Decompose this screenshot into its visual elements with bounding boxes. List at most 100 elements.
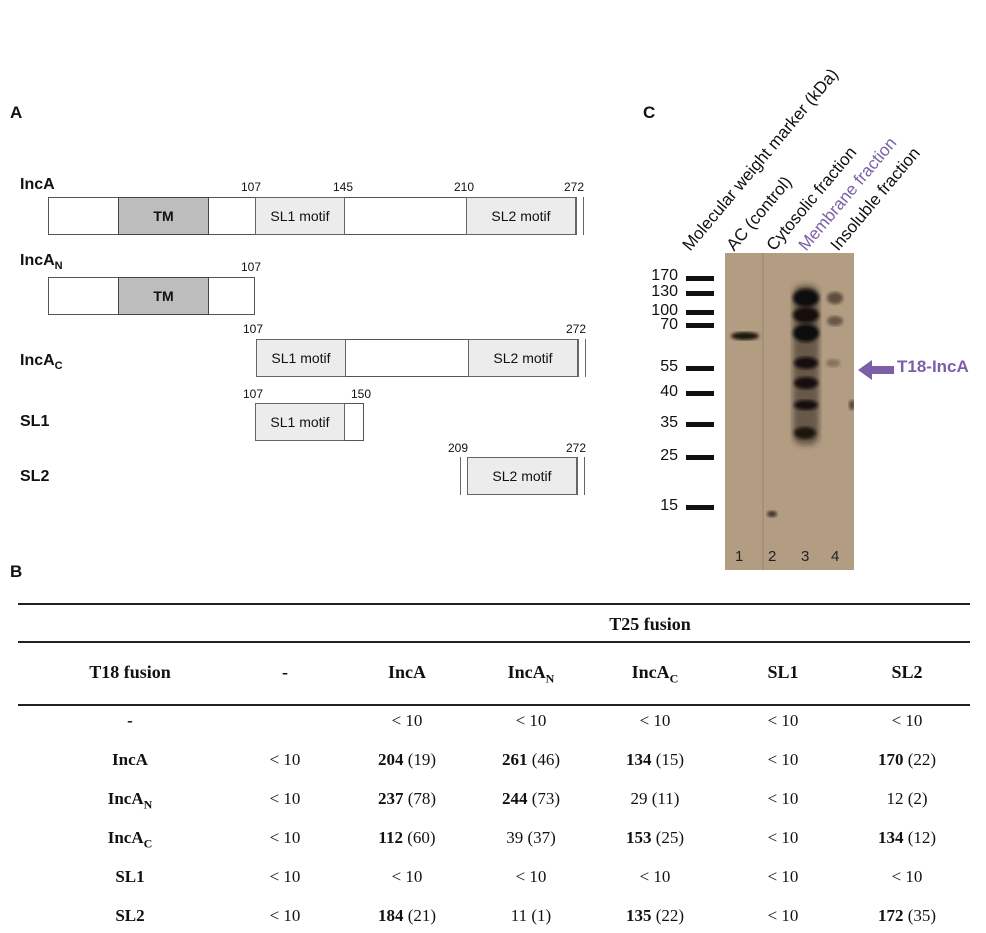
row-header-inca-c: IncAC bbox=[107, 828, 153, 851]
left-arrow-icon bbox=[858, 360, 894, 380]
table-cell: < 10 bbox=[391, 711, 423, 730]
blot-bands bbox=[725, 253, 854, 570]
mw-label-40: 40 bbox=[660, 383, 678, 400]
panel-label-b: B bbox=[10, 562, 23, 581]
construct-label-inca: IncA bbox=[20, 176, 55, 193]
table-cell: < 10 bbox=[767, 750, 799, 769]
mw-tick-25 bbox=[686, 455, 714, 460]
mw-tick-55 bbox=[686, 366, 714, 371]
mw-tick-170 bbox=[686, 276, 714, 281]
pos-107-n: 107 bbox=[241, 260, 262, 274]
panel-label-c: C bbox=[643, 103, 656, 122]
pos-272: 272 bbox=[564, 180, 585, 194]
mw-label-100: 100 bbox=[651, 302, 678, 319]
table-cell: < 10 bbox=[639, 867, 671, 886]
pos-107-c: 107 bbox=[243, 322, 264, 336]
mw-label-130: 130 bbox=[651, 283, 678, 300]
construct-label-inca-c: IncAC bbox=[20, 352, 63, 373]
table-cell: 29 (11) bbox=[630, 789, 680, 808]
inca-c-sl2-motif: SL2 motif bbox=[468, 339, 578, 377]
table-cell: 170 (22) bbox=[877, 750, 937, 769]
inca-sl2-motif: SL2 motif bbox=[466, 197, 576, 235]
pos-210: 210 bbox=[454, 180, 475, 194]
table-cell: < 10 bbox=[515, 711, 547, 730]
inca-sl1-motif: SL1 motif bbox=[255, 197, 345, 235]
inca-tm-domain: TM bbox=[118, 197, 209, 235]
table-cell: < 10 bbox=[269, 828, 301, 847]
pos-272-sl2: 272 bbox=[566, 441, 587, 455]
pos-209: 209 bbox=[448, 441, 469, 455]
row-header-inca: IncA bbox=[112, 750, 148, 769]
table-cell: 172 (35) bbox=[877, 906, 937, 925]
table-cell: < 10 bbox=[269, 906, 301, 925]
table-cell: 237 (78) bbox=[377, 789, 437, 808]
mw-tick-70 bbox=[686, 323, 714, 328]
sl2-end-segment bbox=[577, 457, 585, 495]
t18-inca-arrow-label: T18-IncA bbox=[897, 357, 969, 376]
table-cell: 135 (22) bbox=[625, 906, 685, 925]
mw-tick-100 bbox=[686, 310, 714, 315]
construct-label-sl1: SL1 bbox=[20, 413, 50, 430]
inca-c-sl1-motif: SL1 motif bbox=[256, 339, 346, 377]
inca-n-tm-domain: TM bbox=[118, 277, 209, 315]
sl1-motif: SL1 motif bbox=[255, 403, 345, 441]
table-cell: < 10 bbox=[269, 789, 301, 808]
sl2-motif: SL2 motif bbox=[467, 457, 577, 495]
col-header-inca: IncA bbox=[387, 662, 426, 682]
row-header-none: - bbox=[127, 711, 133, 730]
table-cell: < 10 bbox=[767, 789, 799, 808]
table-cell: 134 (12) bbox=[877, 828, 937, 847]
table-cell: 204 (19) bbox=[377, 750, 437, 769]
table-cell: < 10 bbox=[391, 867, 423, 886]
blot-image: 1 2 3 4 bbox=[725, 253, 854, 570]
mw-label-35: 35 bbox=[660, 414, 678, 431]
table-cell: 11 (1) bbox=[510, 906, 552, 925]
mw-label-55: 55 bbox=[660, 358, 678, 375]
pos-107-sl1: 107 bbox=[243, 387, 264, 401]
table-cell: 39 (37) bbox=[506, 828, 556, 847]
mw-tick-130 bbox=[686, 291, 714, 296]
mw-tick-35 bbox=[686, 422, 714, 427]
mw-label-15: 15 bbox=[660, 497, 678, 514]
col-header-inca-c: IncAC bbox=[631, 662, 679, 686]
row-header-sl2: SL2 bbox=[115, 906, 145, 925]
table-cell: 134 (15) bbox=[625, 750, 685, 769]
mw-label-70: 70 bbox=[660, 316, 678, 333]
table-cell: < 10 bbox=[891, 867, 923, 886]
table-cell: < 10 bbox=[269, 867, 301, 886]
col-header-inca-n: IncAN bbox=[507, 662, 555, 686]
lane-number-1: 1 bbox=[735, 548, 744, 565]
lane-number-2: 2 bbox=[768, 548, 777, 565]
mw-label-170: 170 bbox=[651, 267, 678, 284]
row-header-inca-n: IncAN bbox=[107, 789, 153, 812]
construct-label-sl2: SL2 bbox=[20, 468, 50, 485]
table-cell: 12 (2) bbox=[886, 789, 928, 808]
table-cell: 184 (21) bbox=[377, 906, 437, 925]
lane-number-4: 4 bbox=[831, 548, 840, 565]
table-cell: < 10 bbox=[515, 867, 547, 886]
table-cell: < 10 bbox=[269, 750, 301, 769]
t18-fusion-header: T18 fusion bbox=[89, 662, 171, 682]
mw-tick-15 bbox=[686, 505, 714, 510]
mw-tick-40 bbox=[686, 391, 714, 396]
table-cell: < 10 bbox=[767, 906, 799, 925]
col-header-sl2: SL2 bbox=[891, 662, 923, 682]
table-cell: < 10 bbox=[891, 711, 923, 730]
table-cell: 153 (25) bbox=[625, 828, 685, 847]
table-top-rule bbox=[18, 603, 970, 605]
inca-end-segment bbox=[576, 197, 584, 235]
col-header-sl1: SL1 bbox=[767, 662, 799, 682]
inca-c-end-segment bbox=[578, 339, 586, 377]
panel-label-a: A bbox=[10, 103, 23, 122]
table-body-rule bbox=[18, 704, 970, 706]
table-cell: < 10 bbox=[767, 867, 799, 886]
table-cell: 112 (60) bbox=[378, 828, 436, 847]
t25-fusion-header: T25 fusion bbox=[609, 614, 691, 634]
table-cell: 261 (46) bbox=[501, 750, 561, 769]
table-header-rule bbox=[18, 641, 970, 643]
col-header-none: - bbox=[282, 662, 288, 682]
table-cell: 244 (73) bbox=[501, 789, 561, 808]
row-header-sl1: SL1 bbox=[115, 867, 145, 886]
lane-number-3: 3 bbox=[801, 548, 810, 565]
